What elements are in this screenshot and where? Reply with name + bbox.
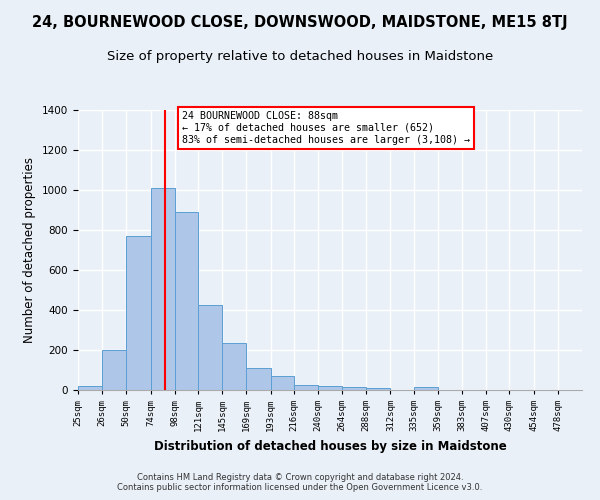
Bar [413, 387, 438, 390]
Bar [198, 305, 222, 390]
Bar [151, 188, 175, 390]
Bar [175, 212, 198, 390]
Text: 24, BOURNEWOOD CLOSE, DOWNSWOOD, MAIDSTONE, ME15 8TJ: 24, BOURNEWOOD CLOSE, DOWNSWOOD, MAIDSTO… [32, 15, 568, 30]
Bar [366, 388, 391, 390]
Bar [127, 236, 151, 390]
Bar [78, 386, 102, 390]
Text: Size of property relative to detached houses in Maidstone: Size of property relative to detached ho… [107, 50, 493, 63]
Bar [318, 386, 342, 390]
Bar [271, 376, 294, 390]
Bar [342, 387, 366, 390]
Text: Contains HM Land Registry data © Crown copyright and database right 2024.
Contai: Contains HM Land Registry data © Crown c… [118, 473, 482, 492]
Text: 24 BOURNEWOOD CLOSE: 88sqm
← 17% of detached houses are smaller (652)
83% of sem: 24 BOURNEWOOD CLOSE: 88sqm ← 17% of deta… [182, 112, 470, 144]
Bar [102, 350, 127, 390]
X-axis label: Distribution of detached houses by size in Maidstone: Distribution of detached houses by size … [154, 440, 506, 452]
Y-axis label: Number of detached properties: Number of detached properties [23, 157, 37, 343]
Bar [294, 385, 318, 390]
Bar [247, 368, 271, 390]
Bar [222, 343, 247, 390]
